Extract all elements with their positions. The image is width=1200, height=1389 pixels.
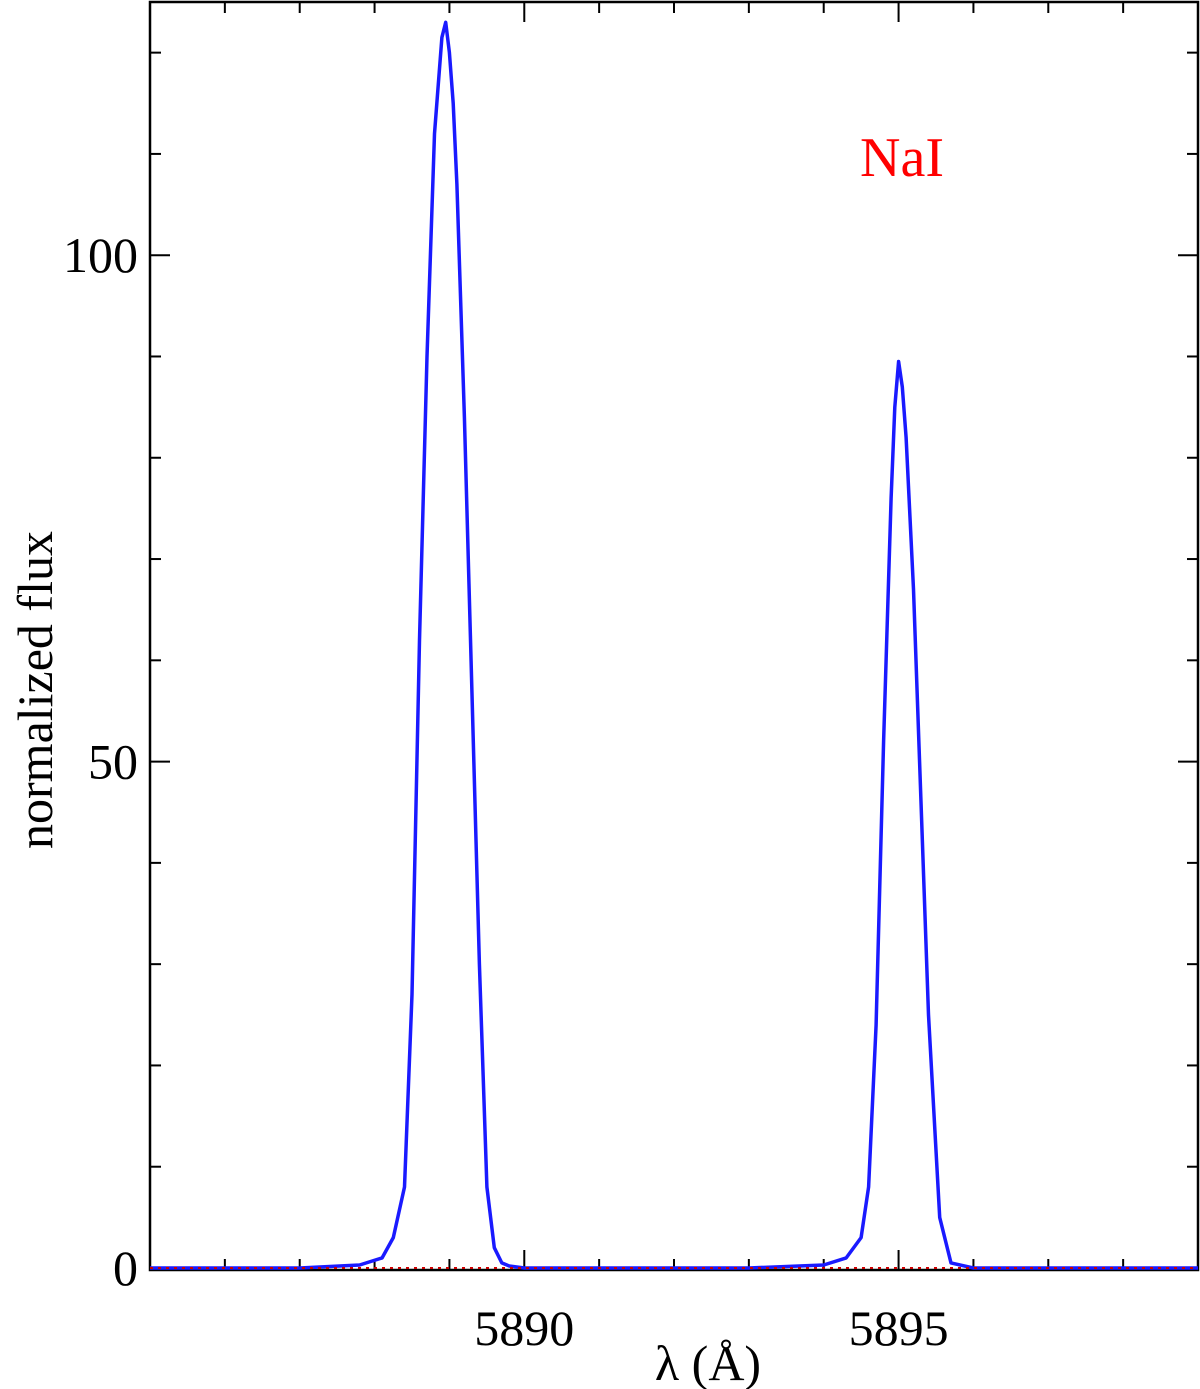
x-tick-label: 5890: [474, 1300, 574, 1356]
x-axis-label: λ (Å): [655, 1335, 761, 1389]
flux-line: [150, 20, 1198, 1270]
y-axis-label: normalized flux: [7, 531, 63, 849]
x-tick-label: 5895: [849, 1300, 949, 1356]
y-tick-label: 100: [63, 227, 138, 283]
series-layer: [150, 20, 1198, 1270]
annotation-label: NaI: [860, 127, 944, 189]
axis-ticks: [150, 2, 1198, 1270]
plot-frame: [148, 0, 1200, 1272]
y-tick-label: 50: [88, 734, 138, 790]
y-tick-label: 0: [113, 1240, 138, 1296]
axis-tick-labels: 5890 5895 0 50 100: [63, 227, 949, 1356]
